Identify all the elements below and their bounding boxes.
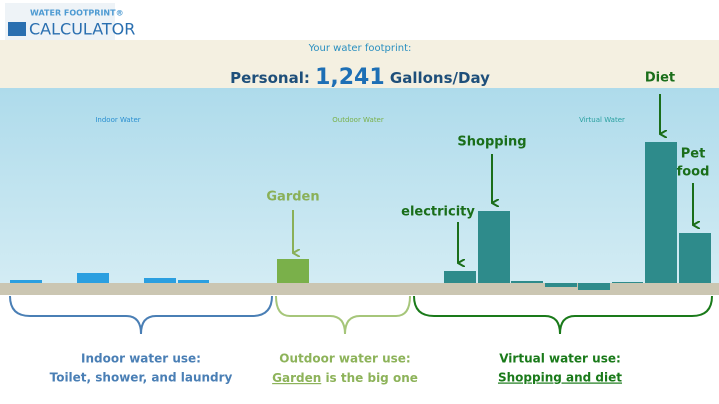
annotation: Garden — [266, 190, 319, 205]
annotation: Diet — [645, 71, 675, 86]
bar — [679, 233, 711, 283]
brace — [413, 295, 713, 335]
footprint-label: Your water footprint: — [308, 43, 412, 54]
summary-emphasis: Garden — [272, 371, 321, 385]
personal-label: Personal: — [230, 69, 310, 87]
brace — [9, 295, 273, 335]
summary-line: Shopping and diet — [498, 371, 622, 385]
ground — [0, 283, 719, 295]
annotation: Pet — [681, 147, 706, 162]
bar — [645, 142, 677, 283]
bar — [478, 211, 510, 283]
bar — [545, 283, 577, 287]
logo-icon — [8, 22, 26, 36]
summary-title: Outdoor water use: — [279, 352, 410, 366]
logo-top: WATER FOOTPRINT® — [30, 9, 124, 18]
section-label: Outdoor Water — [332, 116, 384, 124]
bar — [444, 271, 476, 283]
bar — [10, 280, 42, 283]
summary-rest: is the big one — [321, 371, 418, 385]
summary-line: Toilet, shower, and laundry — [50, 371, 233, 385]
footprint-band — [0, 40, 719, 88]
section-label: Virtual Water — [579, 116, 625, 124]
summary-line: Garden is the big one — [272, 371, 418, 385]
section-label: Indoor Water — [95, 116, 140, 124]
bar — [612, 282, 643, 283]
brace — [275, 295, 411, 335]
summary-title: Virtual water use: — [499, 352, 621, 366]
bar — [178, 280, 209, 283]
bars — [10, 142, 711, 290]
footprint-line: Personal: 1,241 Gallons/Day — [230, 65, 490, 90]
footprint-unit: Gallons/Day — [390, 69, 490, 87]
bar — [144, 278, 176, 283]
annotation: food — [677, 165, 710, 180]
summary-title: Indoor water use: — [81, 352, 201, 366]
bar — [77, 273, 109, 283]
annotation: Shopping — [457, 135, 526, 150]
bar — [578, 283, 610, 290]
annotation: electricity — [401, 205, 475, 220]
bar — [277, 259, 309, 283]
logo-bottom: CALCULATOR — [29, 20, 135, 39]
bar — [511, 281, 543, 283]
footprint-value: 1,241 — [315, 65, 385, 90]
chart-area — [0, 88, 719, 284]
